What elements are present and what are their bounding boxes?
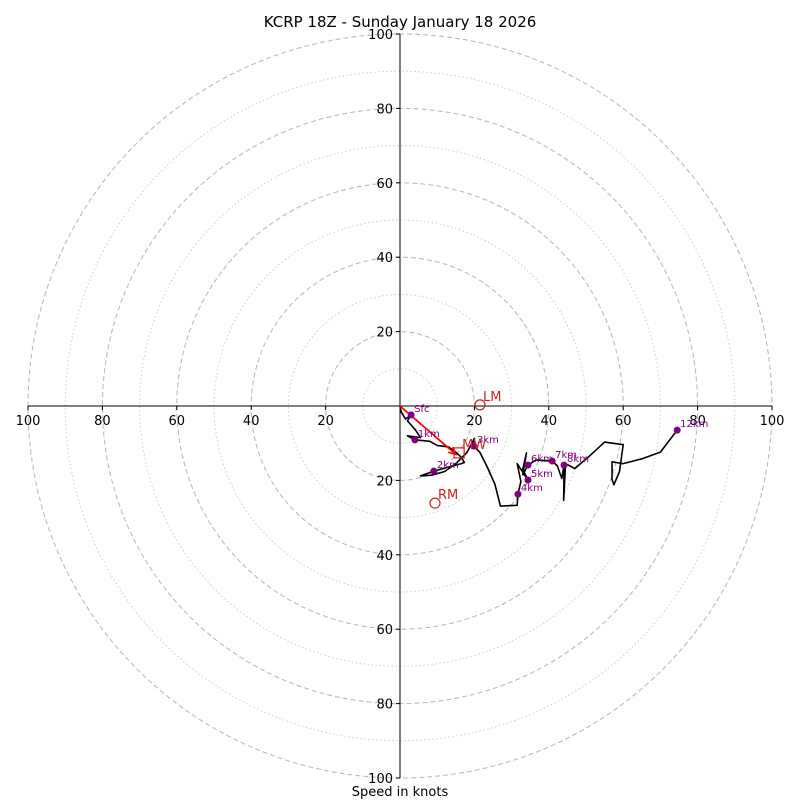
motion-marker-mw [453, 447, 465, 459]
tick-label-top: 80 [376, 102, 393, 117]
tick-label-left: 80 [94, 414, 111, 429]
tick-label-left: 40 [243, 414, 260, 429]
height-label-8km: 8km [567, 454, 589, 465]
tick-labels: 20 20 20 20 40 40 40 40 60 60 60 60 80 80 80 80 100 100 10… [16, 28, 785, 787]
tick-label-bottom: 40 [376, 549, 393, 564]
tick-label-right: 100 [760, 414, 785, 429]
x-axis-label: Speed in knots [352, 785, 449, 800]
height-label-1km: 1km [418, 429, 440, 440]
height-marker-5km [524, 476, 532, 484]
tick-label-right: 80 [689, 414, 706, 429]
height-marker-4km [514, 490, 522, 498]
chart-title: KCRP 18Z - Sunday January 18 2026 [264, 13, 537, 31]
tick-label-top: 20 [376, 326, 393, 341]
height-label-4km: 4km [521, 483, 543, 494]
tick-label-bottom: 100 [368, 772, 393, 787]
storm-motions: LM RM MW [429, 390, 501, 509]
tick-label-bottom: 20 [376, 474, 393, 489]
tick-label-right: 60 [615, 414, 632, 429]
height-marker-3km [470, 442, 478, 450]
motion-label-rm: RM [438, 488, 458, 503]
motion-marker-rm [429, 497, 441, 509]
tick-label-bottom: 80 [376, 698, 393, 713]
height-label-3km: 3km [477, 435, 499, 446]
height-label-sfc: Sfc [414, 404, 429, 415]
height-label-2km: 2km [437, 460, 459, 471]
height-label-6km: 6km [531, 454, 553, 465]
tick-label-right: 40 [541, 414, 558, 429]
tick-label-top: 100 [368, 28, 393, 43]
height-marker-7km [548, 457, 556, 465]
tick-label-top: 60 [376, 177, 393, 192]
hodograph-trace [399, 405, 678, 507]
tick-label-left: 60 [169, 414, 186, 429]
height-marker-1km [411, 436, 419, 444]
height-marker-6km [524, 461, 532, 469]
tick-label-bottom: 60 [376, 623, 393, 638]
height-label-12km: 12km [680, 419, 708, 430]
height-marker-8km [560, 461, 568, 469]
motion-label-lm: LM [483, 390, 501, 405]
height-label-7km: 7km [555, 450, 577, 461]
tick-label-right: 20 [466, 414, 483, 429]
motion-label-mw: MW [462, 438, 486, 453]
height-marker-sfc [407, 411, 415, 419]
height-label-5km: 5km [531, 469, 553, 480]
height-marker-2km [430, 467, 438, 475]
motion-marker-lm [474, 399, 486, 411]
tick-label-left: 20 [317, 414, 334, 429]
tick-label-left: 100 [16, 414, 41, 429]
tick-label-top: 40 [376, 251, 393, 266]
height-marker-12km [673, 426, 681, 434]
trace-line [399, 405, 678, 507]
